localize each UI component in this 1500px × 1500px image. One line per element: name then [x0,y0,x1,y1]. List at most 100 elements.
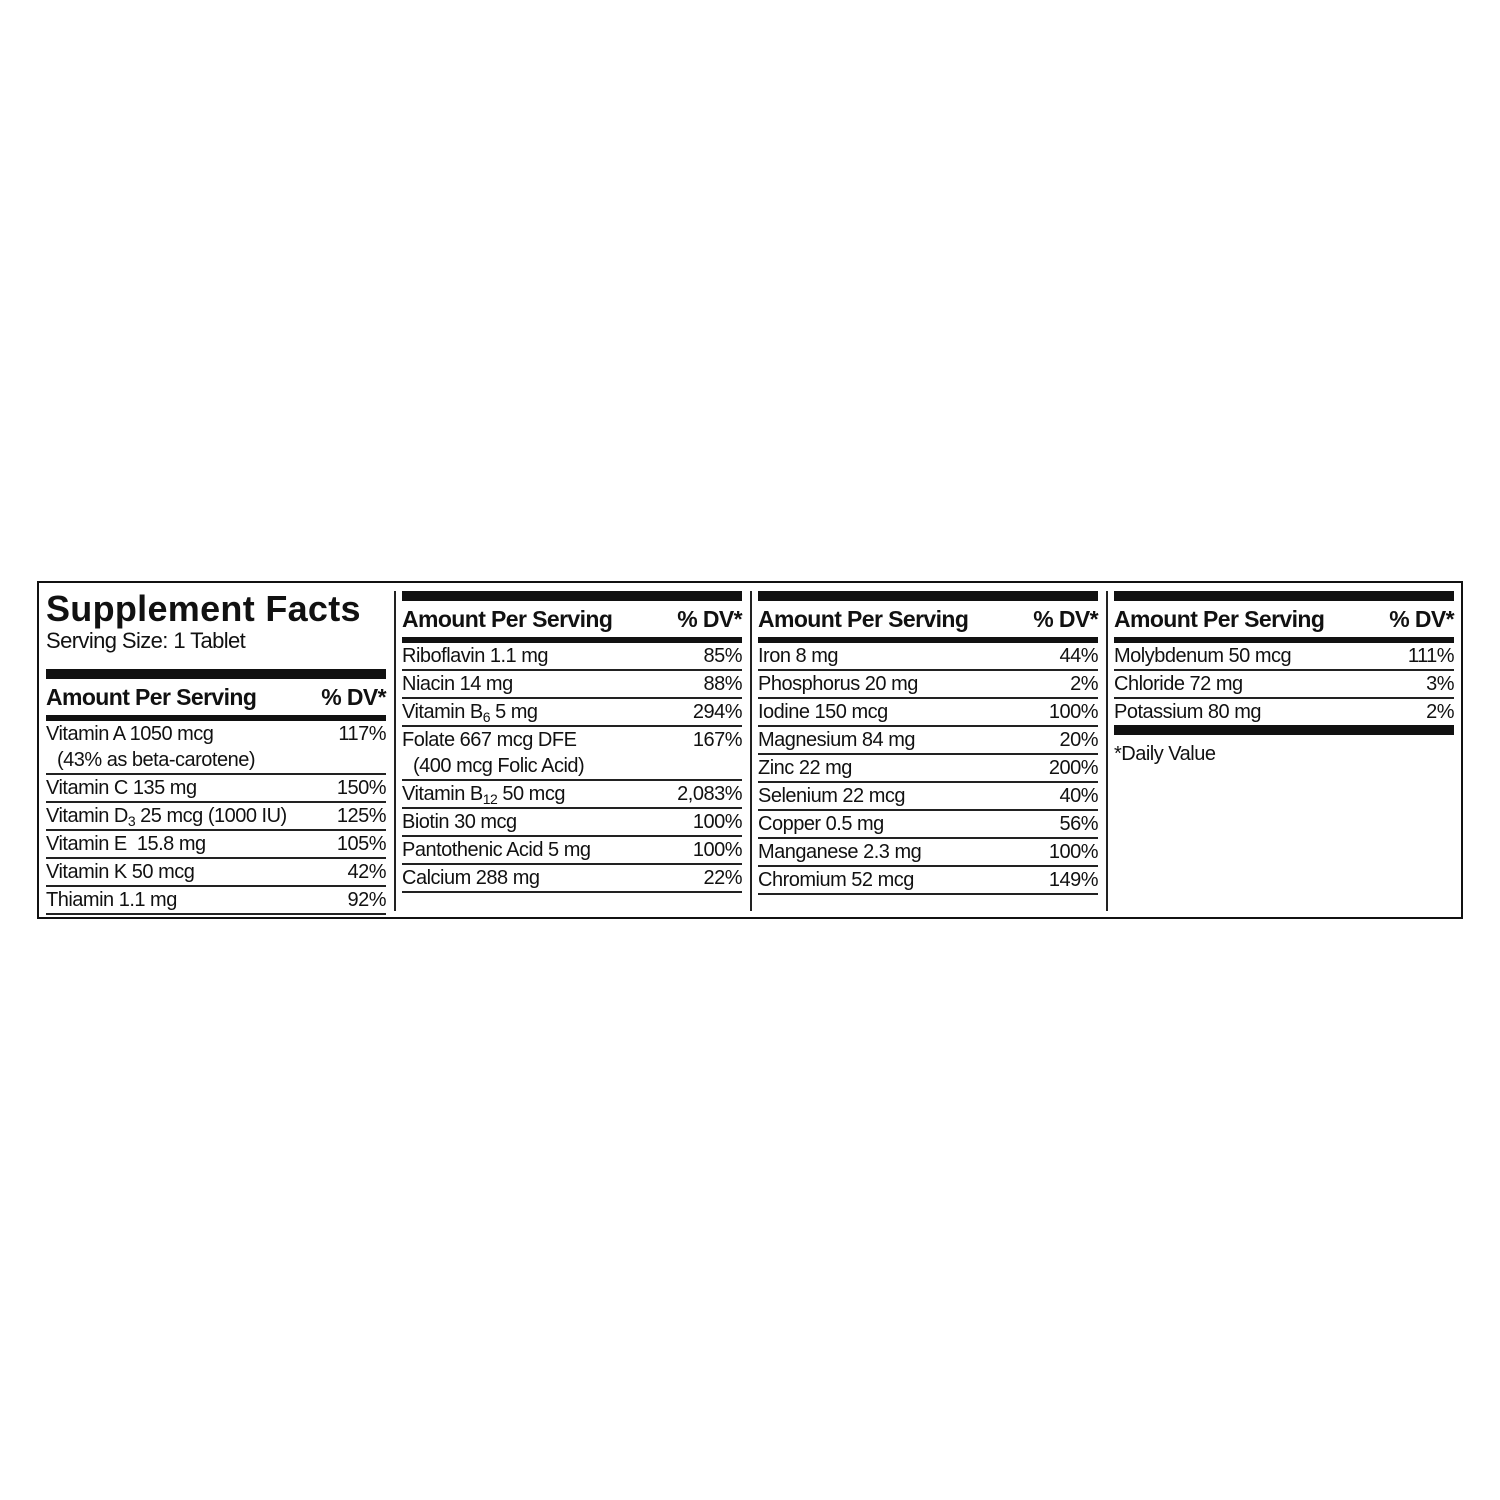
nutrient-name: Biotin 30 mcg [402,809,517,835]
daily-value: 294% [692,701,743,723]
supplement-facts-panel: Supplement Facts Serving Size: 1 Tablet … [37,581,1463,919]
amount-header: Amount Per Serving [402,606,613,632]
nutrient-name: Iron 8 mg [758,643,838,669]
divider-bar [1114,725,1454,735]
daily-value: 2% [1070,673,1098,695]
daily-value: 20% [1059,729,1098,751]
divider-bar [758,591,1098,601]
nutrient-name-text: Molybdenum 50 mcg [1114,645,1292,667]
nutrient-name: Magnesium 84 mg [758,727,916,753]
footnote: *Daily Value [1114,743,1216,765]
amount-header: Amount Per Serving [758,606,969,632]
nutrient-name-text: Potassium 80 mg [1114,701,1262,723]
nutrient-subscript: 6 [482,709,491,725]
column-4: Amount Per Serving % DV* Molybdenum 50 mc… [1114,583,1455,766]
nutrient-row: Chromium 52 mcg 149% [758,867,1099,895]
nutrient-subscript: 12 [482,791,498,807]
daily-value: 105% [336,833,387,855]
daily-value: 200% [1048,757,1099,779]
divider-bar [46,669,386,679]
nutrient-name: Vitamin B12 50 mcg [402,781,565,807]
nutrient-name-text: Vitamin B [402,783,483,805]
nutrient-rows: Riboflavin 1.1 mg 85% Niacin 14 mg 88% Vitam… [402,643,743,893]
nutrient-row: Copper 0.5 mg 56% [758,811,1098,839]
nutrient-amount-text: 50 mcg [497,783,565,805]
nutrient-row: Riboflavin 1.1 mg 85% [402,643,742,671]
nutrient-name-text: Vitamin A 1050 mcg [46,723,214,745]
daily-value: 167% [692,729,743,751]
daily-value: 44% [1059,645,1098,667]
nutrient-name: Folate 667 mcg DFE (400 mcg Folic Acid) [402,727,585,779]
nutrient-name-text: Zinc 22 mg [758,757,852,779]
dv-header: % DV* [677,606,742,632]
daily-value: 117% [338,723,386,745]
nutrient-name-text: Vitamin B [402,701,483,723]
nutrient-row: Pantothenic Acid 5 mg 100% [402,837,743,865]
nutrient-name: Iodine 150 mcg [758,699,888,725]
nutrient-row: Vitamin C 135 mg 150% [46,775,387,803]
nutrient-name-text: Vitamin D [46,805,128,827]
daily-value: 42% [347,861,386,883]
daily-value: 100% [692,811,743,833]
nutrient-name-text: Calcium 288 mg [402,867,540,889]
nutrient-name-text: Selenium 22 mcg [758,785,906,807]
column-divider [394,591,396,911]
nutrient-rows: Molybdenum 50 mcg 111% Chloride 72 mg 3% Pot… [1114,643,1455,725]
nutrient-name-text: Magnesium 84 mg [758,729,916,751]
nutrient-name: Chromium 52 mcg [758,867,914,893]
nutrient-row: Vitamin B6 5 mg 294% [402,699,743,727]
daily-value: 85% [703,645,742,667]
nutrient-name: Copper 0.5 mg [758,811,884,837]
nutrient-name-text: Vitamin K 50 mcg [46,861,195,883]
daily-value: 100% [1048,841,1099,863]
nutrient-name-text: Biotin 30 mcg [402,811,517,833]
nutrient-row: Manganese 2.3 mg 100% [758,839,1099,867]
nutrient-name: Vitamin D3 25 mcg (1000 IU) [46,803,287,829]
daily-value: 150% [336,777,387,799]
nutrient-row: Phosphorus 20 mg 2% [758,671,1098,699]
nutrient-row: Vitamin D3 25 mcg (1000 IU) 125% [46,803,387,831]
nutrient-row: Molybdenum 50 mcg 111% [1114,643,1455,671]
dv-header: % DV* [321,684,386,710]
nutrient-row: Potassium 80 mg 2% [1114,699,1454,725]
daily-value: 2,083% [677,783,742,805]
amount-header: Amount Per Serving [1114,606,1325,632]
nutrient-name-text: Riboflavin 1.1 mg [402,645,549,667]
column-header: Amount Per Serving % DV* [758,601,1099,637]
nutrient-name-text: Copper 0.5 mg [758,813,884,835]
nutrient-note: (43% as beta-carotene) [57,749,256,771]
nutrient-row: Calcium 288 mg 22% [402,865,742,893]
nutrient-row: Niacin 14 mg 88% [402,671,742,699]
nutrient-subscript: 3 [127,813,136,829]
panel-title: Supplement Facts [46,588,361,629]
divider-bar [1114,637,1454,643]
daily-value: 125% [336,805,387,827]
nutrient-name: Vitamin A 1050 mcg (43% as beta-carotene) [46,721,256,773]
daily-value: 111% [1407,645,1455,667]
nutrient-name-text: Manganese 2.3 mg [758,841,922,863]
nutrient-row: Iron 8 mg 44% [758,643,1098,671]
divider-bar [1114,591,1454,601]
nutrient-name-text: Iodine 150 mcg [758,701,888,723]
daily-value: 88% [703,673,742,695]
nutrient-name: Vitamin B6 5 mg [402,699,538,725]
nutrient-amount-text: 5 mg [490,701,538,723]
column-header: Amount Per Serving % DV* [402,601,743,637]
nutrient-row: Thiamin 1.1 mg 92% [46,887,386,915]
daily-value: 92% [347,889,386,911]
nutrient-name: Riboflavin 1.1 mg [402,643,549,669]
dv-header: % DV* [1033,606,1098,632]
nutrient-name: Pantothenic Acid 5 mg [402,837,591,863]
nutrient-row: Vitamin B12 50 mcg 2,083% [402,781,742,809]
column-1: Supplement Facts Serving Size: 1 Tablet … [46,583,387,915]
nutrient-row: Folate 667 mcg DFE (400 mcg Folic Acid) 16… [402,727,743,781]
divider-bar [402,637,742,643]
amount-header: Amount Per Serving [46,684,257,710]
nutrient-note: (400 mcg Folic Acid) [413,755,585,777]
nutrient-name: Vitamin C 135 mg [46,775,197,801]
nutrient-name: Potassium 80 mg [1114,699,1262,725]
divider-bar [46,715,386,721]
nutrient-name-text: Pantothenic Acid 5 mg [402,839,591,861]
nutrient-rows: Iron 8 mg 44% Phosphorus 20 mg 2% Iodine 150… [758,643,1099,895]
nutrient-name-text: Phosphorus 20 mg [758,673,918,695]
